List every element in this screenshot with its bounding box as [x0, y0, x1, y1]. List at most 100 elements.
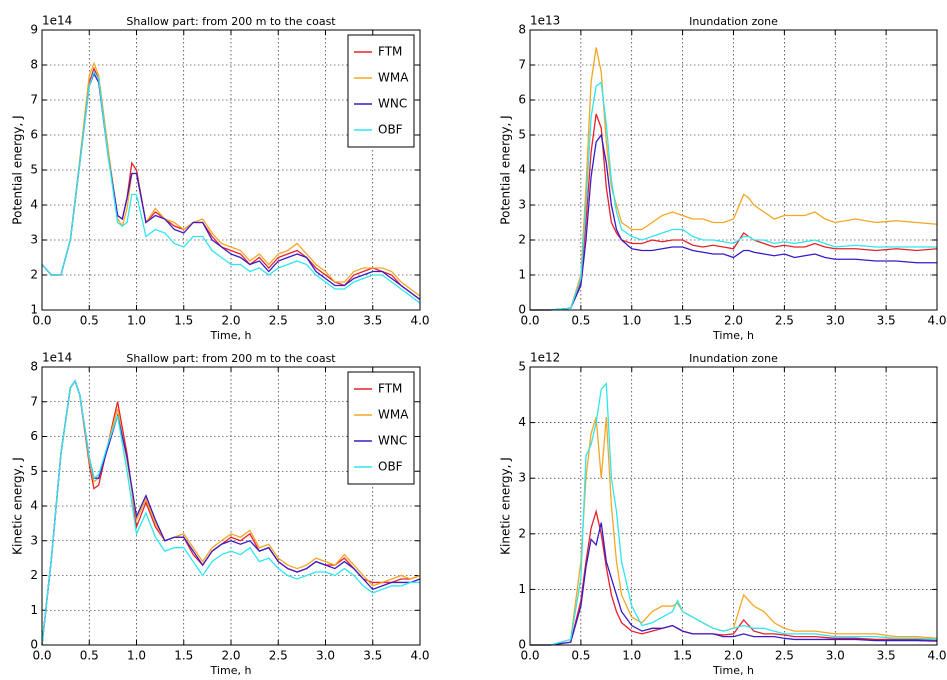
y-axis-label: Kinetic energy, J	[11, 457, 25, 555]
x-tick-label: 1.0	[622, 649, 641, 663]
y-tick-label: 4	[518, 163, 526, 177]
y-axis-label: Kinetic energy, J	[499, 457, 513, 555]
x-tick-label: 1.5	[174, 314, 193, 328]
y-tick-label: 0	[518, 303, 526, 317]
x-tick-label: 2.5	[269, 314, 288, 328]
x-tick-label: 2.5	[775, 314, 794, 328]
legend-label: OBF	[378, 460, 403, 474]
y-tick-label: 0	[518, 638, 526, 652]
data-line	[530, 81, 937, 311]
y-tick-label: 5	[30, 163, 38, 177]
plot-frame	[529, 29, 938, 311]
data-line	[41, 379, 421, 646]
data-line	[530, 113, 938, 311]
x-tick-label: 1.5	[673, 314, 692, 328]
x-tick-label: 2.0	[221, 314, 240, 328]
x-tick-label: 1.5	[673, 649, 692, 663]
data-line	[41, 379, 420, 646]
data-line	[530, 133, 937, 311]
y-offset: 1e14	[42, 351, 72, 365]
x-tick-label: 2.0	[724, 314, 743, 328]
x-tick-label: 1.0	[622, 314, 641, 328]
x-tick-label: 3.5	[363, 649, 382, 663]
x-tick-label: 3.0	[826, 314, 845, 328]
chart-title: Shallow part: from 200 m to the coast	[126, 352, 336, 365]
legend-label: WMA	[378, 71, 409, 85]
plot-frame	[529, 366, 938, 646]
y-tick-label: 0	[30, 638, 38, 652]
y-offset: 1e13	[530, 14, 560, 28]
x-axis-label: Time, h	[712, 664, 754, 677]
y-tick-label: 3	[30, 233, 38, 247]
legend-label: WNC	[378, 97, 407, 111]
legend-label: FTM	[378, 45, 402, 59]
y-tick-label: 1	[30, 603, 38, 617]
x-tick-label: 3.5	[877, 314, 896, 328]
legend-label: OBF	[378, 123, 403, 137]
y-tick-label: 3	[30, 533, 38, 547]
x-tick-label: 2.0	[724, 649, 743, 663]
y-tick-label: 3	[518, 198, 526, 212]
data-line	[41, 70, 421, 304]
y-tick-label: 5	[30, 464, 38, 478]
legend-box	[347, 371, 415, 485]
x-tick-label: 0.0	[520, 314, 539, 328]
y-tick-label: 5	[518, 128, 526, 142]
y-tick-label: 4	[518, 415, 526, 429]
y-tick-label: 2	[518, 233, 526, 247]
x-tick-label: 0.5	[571, 314, 590, 328]
x-tick-label: 3.0	[316, 649, 335, 663]
y-tick-label: 2	[30, 268, 38, 282]
y-tick-label: 6	[30, 128, 38, 142]
y-tick-label: 5	[518, 360, 526, 374]
x-tick-label: 4.0	[927, 649, 946, 663]
y-tick-label: 8	[30, 58, 38, 72]
y-tick-label: 7	[30, 394, 38, 408]
data-line	[530, 47, 938, 311]
data-line	[530, 382, 938, 646]
legend-label: FTM	[378, 382, 402, 396]
y-tick-label: 1	[518, 582, 526, 596]
y-tick-label: 4	[30, 198, 38, 212]
y-tick-label: 7	[30, 93, 38, 107]
x-tick-label: 4.0	[927, 314, 946, 328]
y-tick-label: 2	[30, 568, 38, 582]
x-tick-label: 1.0	[127, 314, 146, 328]
x-tick-label: 4.0	[410, 314, 429, 328]
x-tick-label: 3.5	[877, 649, 896, 663]
x-tick-label: 2.5	[775, 649, 794, 663]
y-tick-label: 9	[30, 23, 38, 37]
x-axis-label: Time, h	[712, 329, 754, 342]
chart-title: Shallow part: from 200 m to the coast	[126, 15, 336, 28]
x-axis-label: Time, h	[210, 664, 252, 677]
chart-title: Inundation zone	[689, 352, 778, 365]
y-offset: 1e12	[530, 351, 560, 365]
x-tick-label: 3.0	[826, 649, 845, 663]
x-tick-label: 0.5	[80, 649, 99, 663]
x-tick-label: 0.0	[32, 314, 51, 328]
x-tick-label: 0.0	[32, 649, 51, 663]
plot-frame	[41, 29, 421, 311]
x-tick-label: 0.0	[520, 649, 539, 663]
y-tick-label: 4	[30, 499, 38, 513]
y-tick-label: 6	[518, 93, 526, 107]
x-tick-label: 0.5	[571, 649, 590, 663]
y-tick-label: 7	[518, 58, 526, 72]
x-tick-label: 1.5	[174, 649, 193, 663]
x-tick-label: 4.0	[410, 649, 429, 663]
x-tick-label: 2.5	[269, 649, 288, 663]
y-tick-label: 2	[518, 526, 526, 540]
legend-box	[347, 34, 415, 148]
x-tick-label: 3.5	[363, 314, 382, 328]
y-tick-label: 3	[518, 471, 526, 485]
y-tick-label: 8	[30, 360, 38, 374]
x-tick-label: 3.0	[316, 314, 335, 328]
y-offset: 1e14	[42, 14, 72, 28]
y-tick-label: 1	[518, 268, 526, 282]
y-tick-label: 8	[518, 23, 526, 37]
legend-label: WMA	[378, 408, 409, 422]
data-line	[530, 522, 938, 646]
x-tick-label: 1.0	[127, 649, 146, 663]
y-tick-label: 1	[30, 303, 38, 317]
